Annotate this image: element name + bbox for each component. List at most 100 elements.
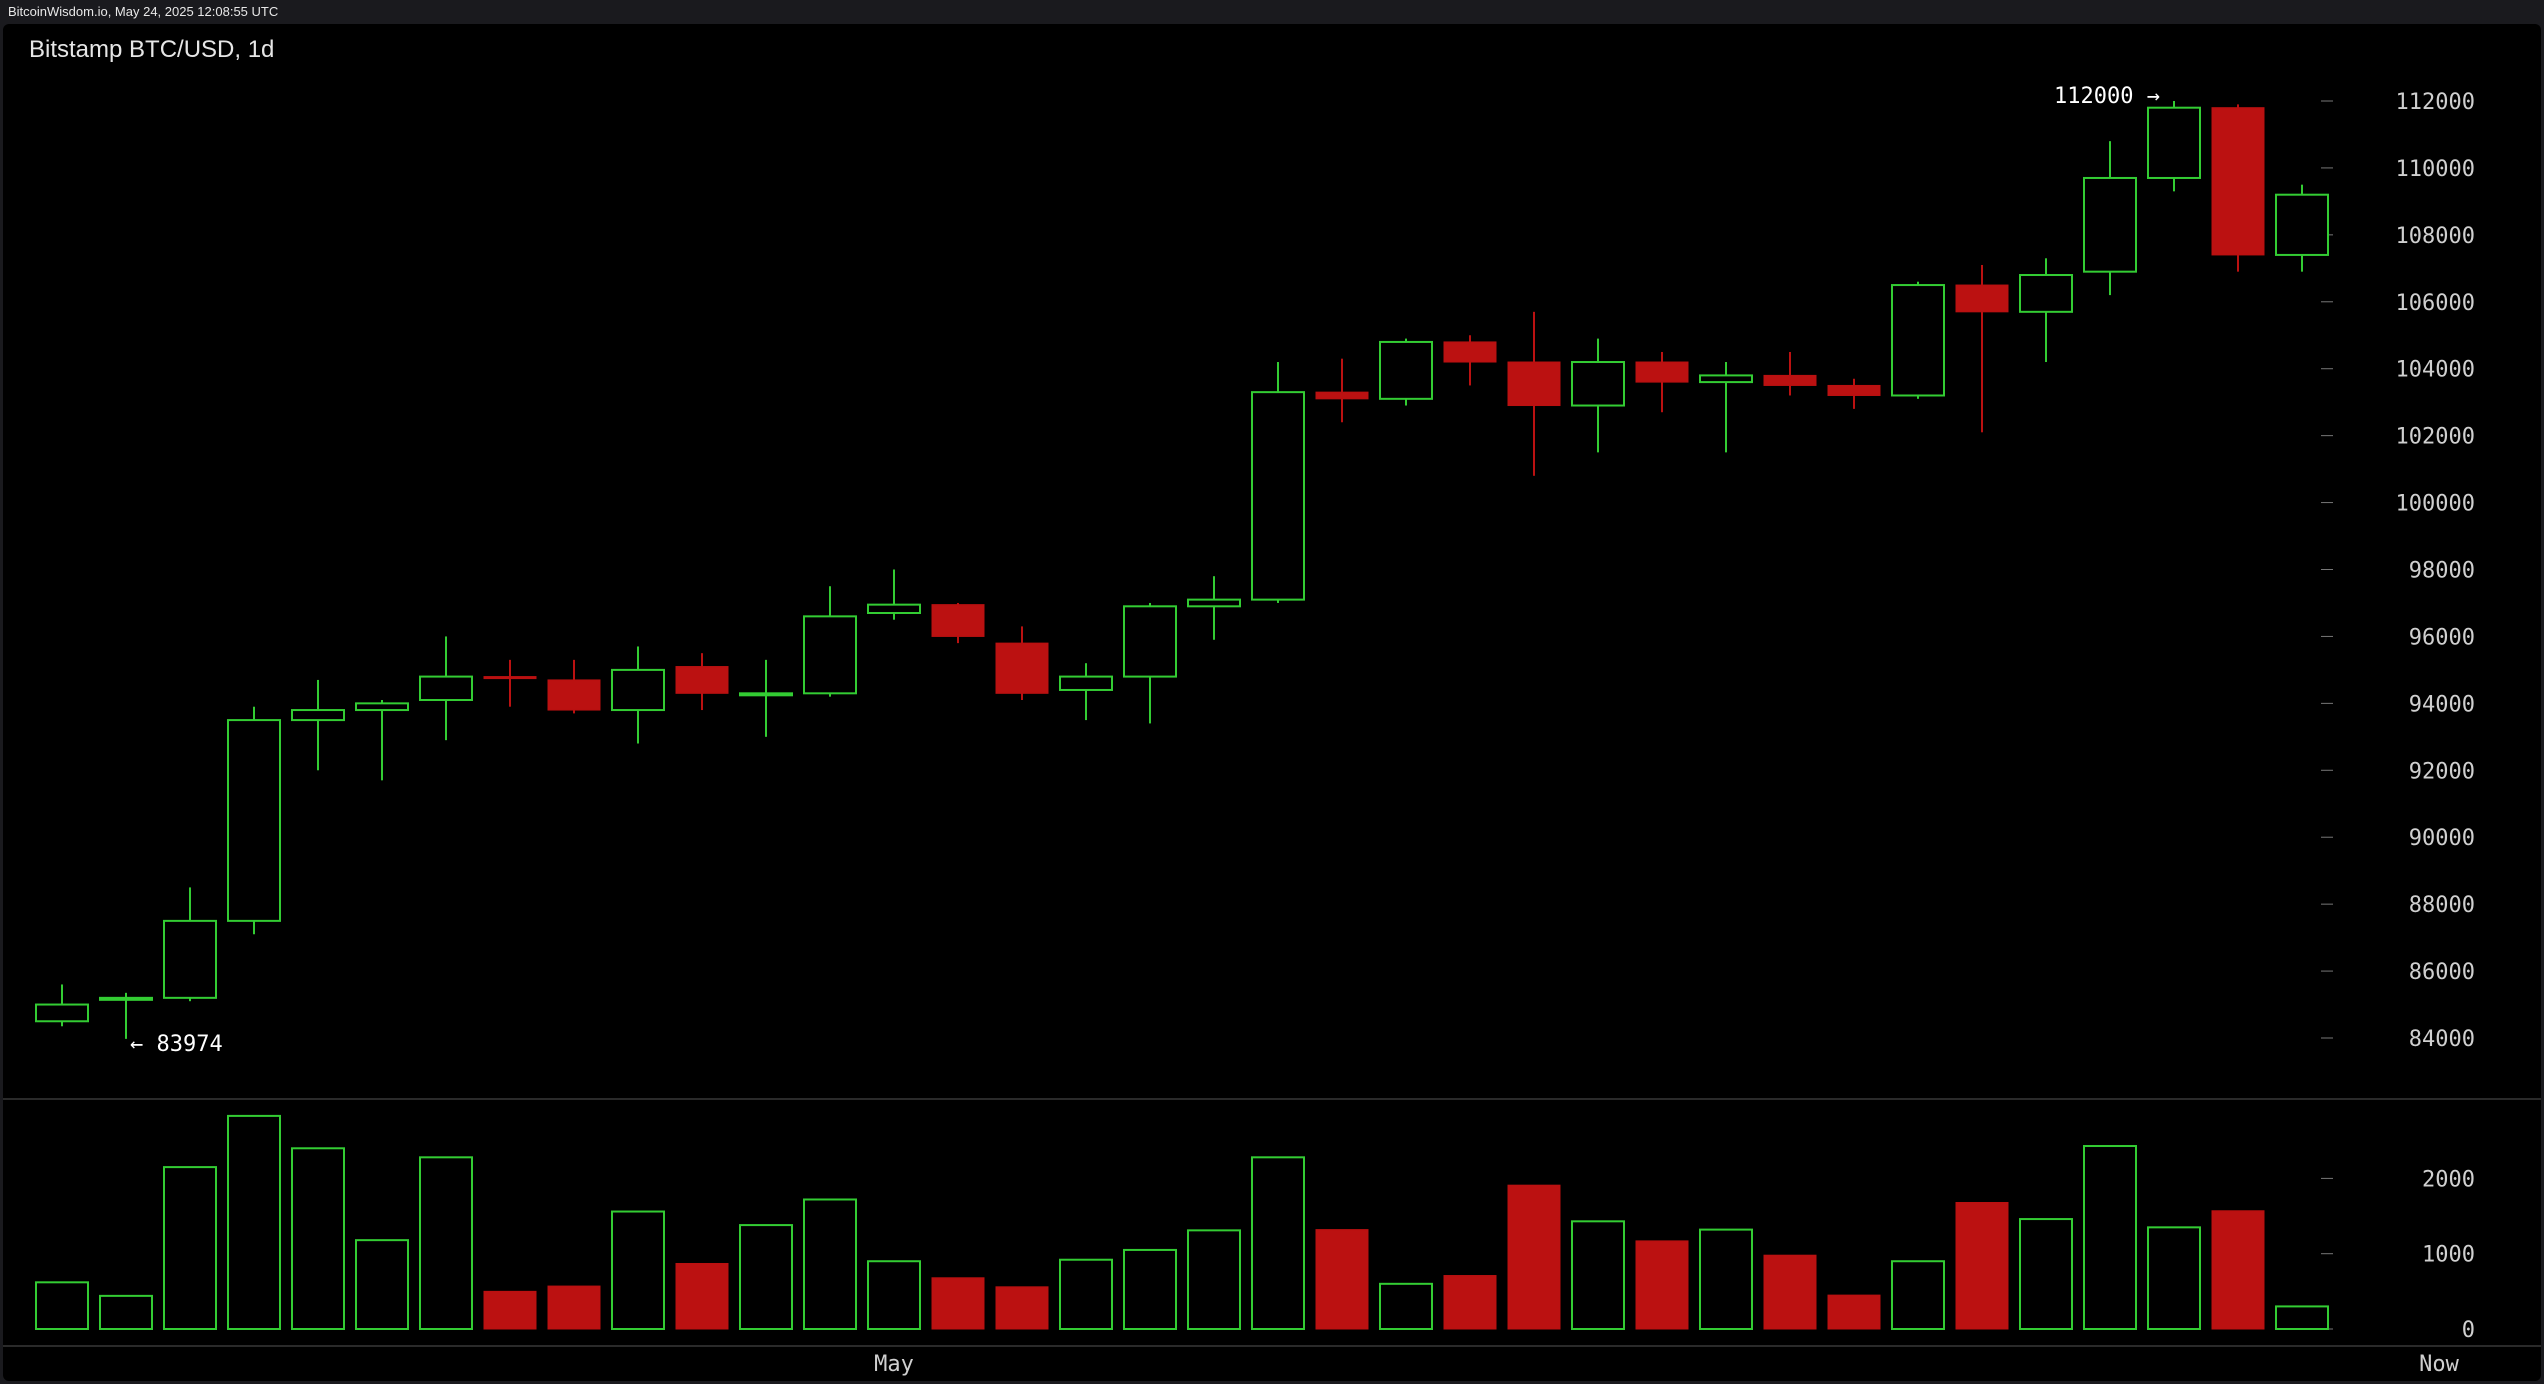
- candle-body-up: [1059, 675, 1113, 691]
- price-tick-label: 110000: [2396, 157, 2475, 182]
- volume-tick-label: 1000: [2422, 1243, 2475, 1268]
- candle: [931, 602, 985, 644]
- candle-body-down: [1635, 361, 1689, 383]
- candle-body-down: [675, 666, 729, 694]
- volume-bar-down: [1507, 1184, 1561, 1330]
- candle: [1507, 311, 1561, 476]
- volume-bar-up: [1123, 1248, 1177, 1331]
- volume-layer: [35, 1114, 2329, 1331]
- candle: [739, 659, 793, 737]
- candle-body-up: [611, 668, 665, 712]
- candle-body-up: [35, 1003, 89, 1023]
- volume-bar-down: [1315, 1229, 1369, 1330]
- candle-layer: [35, 101, 2329, 1039]
- volume-bar-up: [611, 1210, 665, 1330]
- price-tick-label: 102000: [2396, 425, 2475, 450]
- candle-body-up: [2147, 106, 2201, 179]
- volume-bar-up: [419, 1156, 473, 1331]
- candle-body-down: [1507, 361, 1561, 407]
- volume-bar-up: [1251, 1156, 1305, 1331]
- volume-bar-up: [739, 1224, 793, 1331]
- candle-body-up: [227, 719, 281, 922]
- price-tick-label: 94000: [2409, 692, 2475, 717]
- volume-bar-up: [1571, 1220, 1625, 1331]
- candle-body-up: [2019, 274, 2073, 313]
- candle-body-up: [1571, 361, 1625, 407]
- volume-bar-up: [35, 1281, 89, 1330]
- candle: [1379, 338, 1433, 406]
- candle: [995, 626, 1049, 701]
- candle-body-down: [1315, 391, 1369, 400]
- volume-bar-down: [1443, 1275, 1497, 1330]
- chart-panel: 112000 110000 108000 106000 104000 102000 1000…: [3, 24, 2541, 1381]
- volume-bar-up: [2147, 1226, 2201, 1330]
- candle: [547, 659, 601, 714]
- volume-bar-down: [995, 1286, 1049, 1330]
- candle: [35, 984, 89, 1027]
- candle: [867, 569, 921, 620]
- candle: [355, 700, 409, 781]
- grid-layer: [3, 100, 2541, 1347]
- price-tick-label: 88000: [2409, 893, 2475, 918]
- volume-bar-down: [1763, 1254, 1817, 1330]
- price-tick-label: 106000: [2396, 291, 2475, 316]
- candle-body-up: [1379, 340, 1433, 400]
- candle: [99, 992, 153, 1039]
- volume-bar-down: [1827, 1294, 1881, 1330]
- candle-body-up: [2083, 176, 2137, 273]
- candle-body-up: [867, 603, 921, 615]
- volume-bar-up: [99, 1294, 153, 1331]
- candle: [1699, 362, 1753, 453]
- price-tick-label: 112000: [2396, 90, 2475, 115]
- candle: [419, 636, 473, 741]
- candle: [2147, 101, 2201, 192]
- candle: [1315, 358, 1369, 423]
- candle-body-down: [1827, 384, 1881, 396]
- candle-body-down: [2211, 107, 2265, 256]
- price-tick-label: 92000: [2409, 759, 2475, 784]
- volume-bar-down: [675, 1262, 729, 1330]
- candle-body-up: [803, 615, 857, 695]
- candle: [291, 679, 345, 771]
- candle-body-down: [1763, 374, 1817, 386]
- xaxis-label-may: May: [874, 1352, 914, 1377]
- volume-bar-up: [227, 1114, 281, 1330]
- candle-body-up: [739, 692, 793, 697]
- volume-bar-up: [1699, 1228, 1753, 1330]
- candle-body-down: [931, 604, 985, 637]
- candle: [1123, 602, 1177, 724]
- candle-body-up: [419, 675, 473, 702]
- candle: [1443, 335, 1497, 386]
- candle: [1059, 663, 1113, 721]
- candle: [1187, 576, 1241, 640]
- volume-bar-up: [1059, 1258, 1113, 1330]
- high-annotation: 112000 →: [2054, 84, 2160, 109]
- candle-body-down: [483, 676, 537, 680]
- price-tick-label: 84000: [2409, 1027, 2475, 1052]
- candle: [2275, 184, 2329, 272]
- candle: [1251, 362, 1305, 603]
- volume-bar-down: [1635, 1240, 1689, 1330]
- volume-bar-down: [2211, 1210, 2265, 1330]
- candle: [2019, 258, 2073, 363]
- volume-bar-down: [483, 1290, 537, 1330]
- candle: [227, 706, 281, 935]
- candle-body-up: [1187, 598, 1241, 608]
- chart-title: Bitstamp BTC/USD, 1d: [29, 36, 275, 63]
- volume-bar-up: [867, 1260, 921, 1330]
- candle: [2083, 141, 2137, 296]
- candle-body-up: [291, 709, 345, 722]
- candle: [675, 653, 729, 711]
- volume-bar-up: [1891, 1260, 1945, 1330]
- price-tick-label: 108000: [2396, 224, 2475, 249]
- volume-bar-up: [2019, 1218, 2073, 1331]
- volume-bar-up: [163, 1166, 217, 1330]
- candlestick-chart: 112000 110000 108000 106000 104000 102000 1000…: [3, 84, 2541, 1377]
- volume-bar-up: [2275, 1305, 2329, 1331]
- timestamp-text: BitcoinWisdom.io, May 24, 2025 12:08:55 …: [8, 4, 279, 19]
- price-tick-label: 98000: [2409, 559, 2475, 584]
- volume-bar-up: [291, 1147, 345, 1331]
- candle-body-up: [1891, 284, 1945, 397]
- price-tick-label: 86000: [2409, 960, 2475, 985]
- candle-body-up: [1123, 605, 1177, 678]
